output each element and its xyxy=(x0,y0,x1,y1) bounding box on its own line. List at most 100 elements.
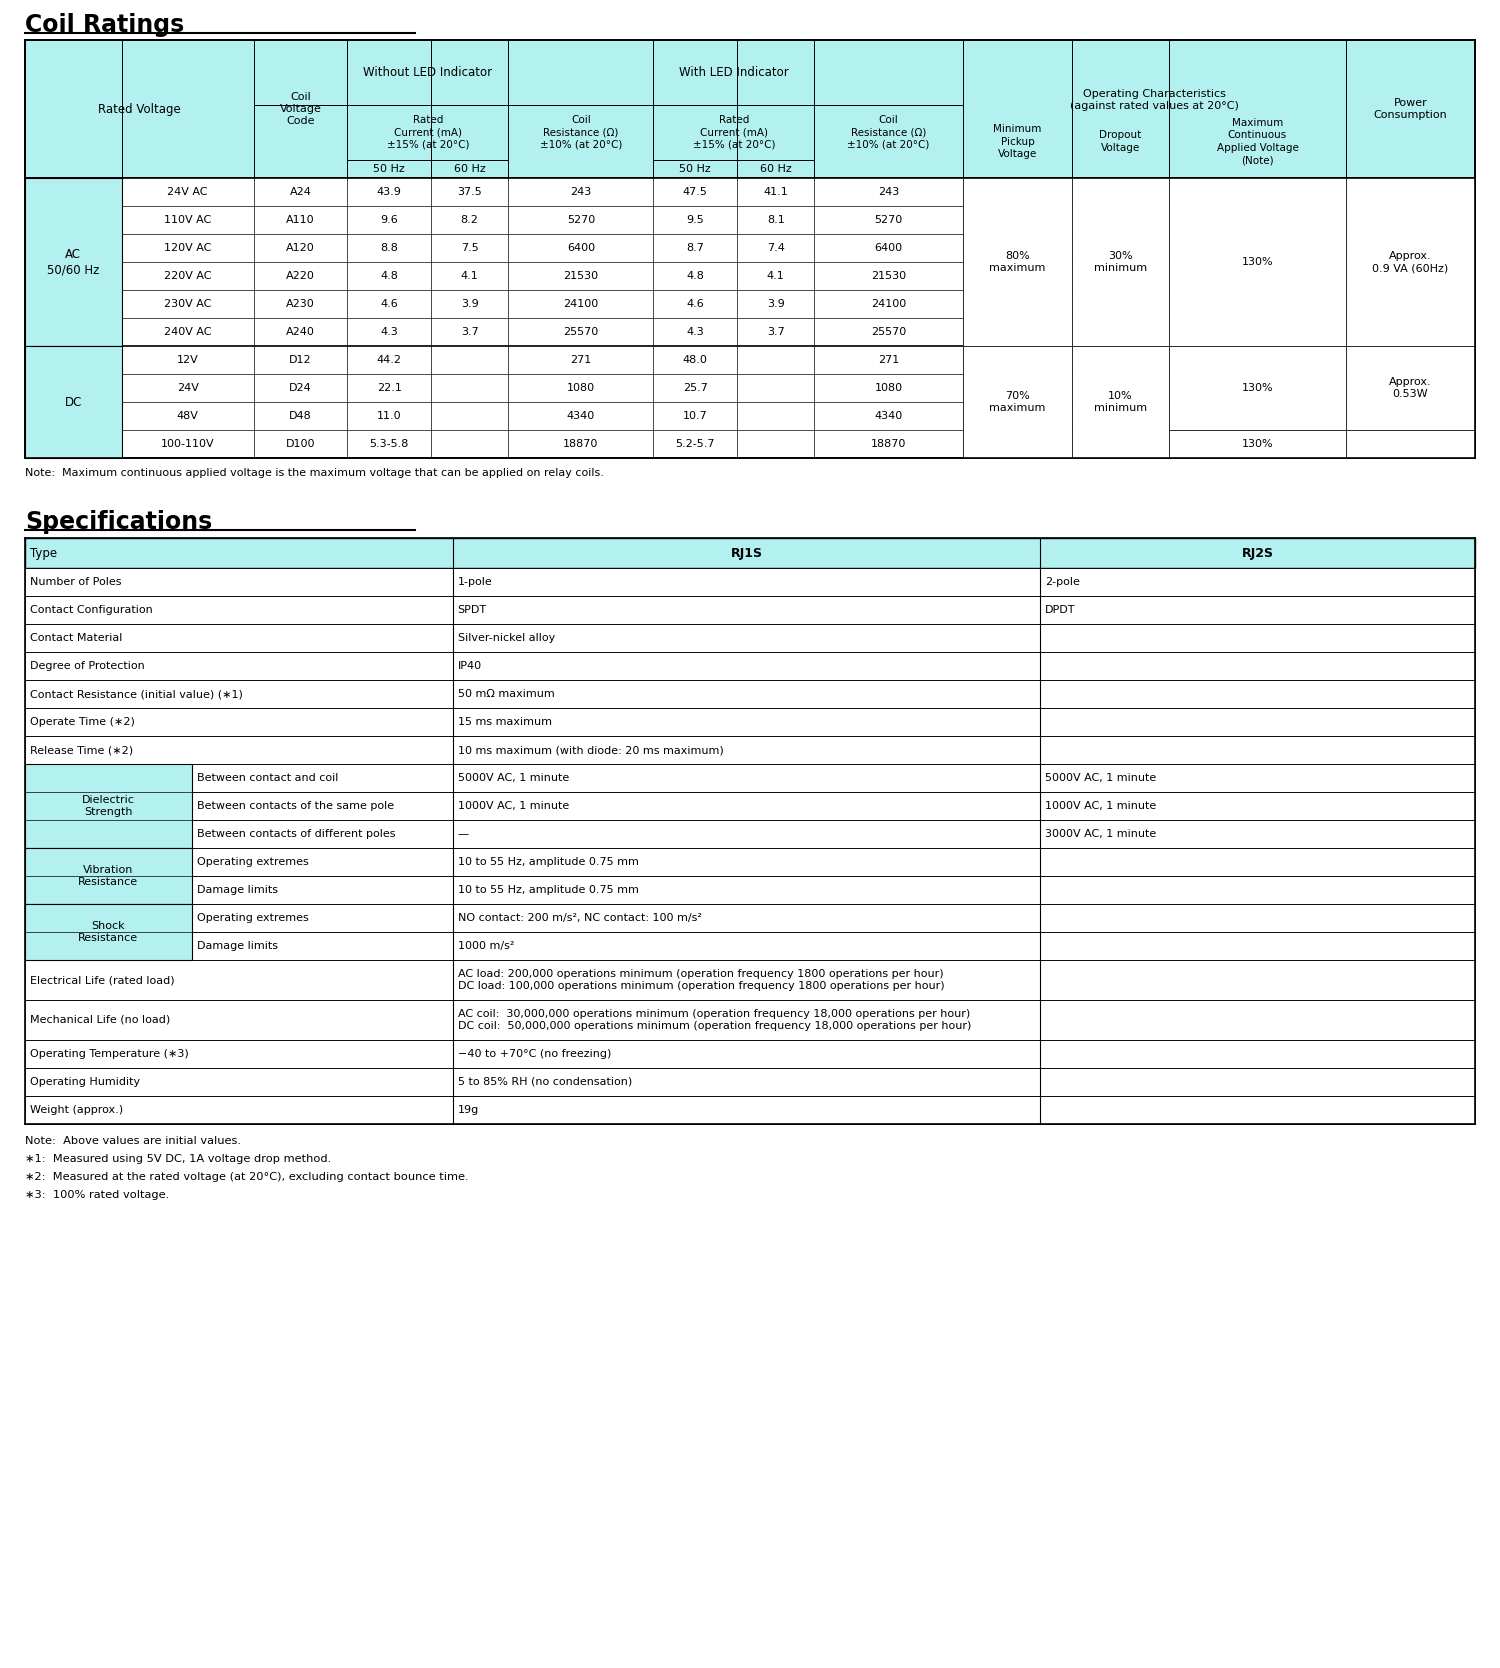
Text: 230V AC: 230V AC xyxy=(164,299,211,309)
Text: 44.2: 44.2 xyxy=(376,355,402,365)
Text: D100: D100 xyxy=(285,439,315,449)
Text: 271: 271 xyxy=(570,355,591,365)
Text: Mechanical Life (no load): Mechanical Life (no load) xyxy=(30,1016,170,1026)
Bar xyxy=(453,821,1040,847)
Text: 19g: 19g xyxy=(458,1104,478,1114)
Text: 4.8: 4.8 xyxy=(687,270,703,280)
Text: 4.1: 4.1 xyxy=(766,270,784,280)
Text: 12V: 12V xyxy=(177,355,198,365)
Text: 25.7: 25.7 xyxy=(682,384,708,394)
Text: 22.1: 22.1 xyxy=(376,384,402,394)
Text: 5000V AC, 1 minute: 5000V AC, 1 minute xyxy=(1046,772,1156,782)
Bar xyxy=(192,764,453,792)
Text: Operating extremes: Operating extremes xyxy=(196,857,309,867)
Bar xyxy=(1072,345,1168,459)
Text: 50 Hz: 50 Hz xyxy=(680,163,711,173)
Text: Dropout
Voltage: Dropout Voltage xyxy=(1100,130,1142,153)
Text: AC
50/60 Hz: AC 50/60 Hz xyxy=(46,247,99,277)
Text: 43.9: 43.9 xyxy=(376,187,402,197)
Bar xyxy=(1040,821,1474,847)
Text: 3.9: 3.9 xyxy=(460,299,478,309)
Text: 3000V AC, 1 minute: 3000V AC, 1 minute xyxy=(1046,829,1156,839)
Text: 60 Hz: 60 Hz xyxy=(454,163,486,173)
Bar xyxy=(453,681,1474,707)
Text: 1080: 1080 xyxy=(567,384,596,394)
Text: 4.6: 4.6 xyxy=(687,299,703,309)
Bar xyxy=(1168,178,1346,345)
Text: 6400: 6400 xyxy=(567,244,596,254)
Text: A120: A120 xyxy=(286,244,315,254)
Text: Contact Configuration: Contact Configuration xyxy=(30,605,153,615)
Bar xyxy=(26,961,453,1001)
Text: 18870: 18870 xyxy=(871,439,906,449)
Text: 47.5: 47.5 xyxy=(682,187,708,197)
Text: 5.3-5.8: 5.3-5.8 xyxy=(369,439,410,449)
Text: Power
Consumption: Power Consumption xyxy=(1374,98,1448,120)
Bar xyxy=(26,1096,453,1124)
Text: 9.5: 9.5 xyxy=(687,215,703,225)
Text: SPDT: SPDT xyxy=(458,605,488,615)
Text: 243: 243 xyxy=(878,187,898,197)
Bar xyxy=(192,904,453,932)
Text: 130%: 130% xyxy=(1242,439,1274,449)
Text: 18870: 18870 xyxy=(562,439,598,449)
Text: 8.7: 8.7 xyxy=(687,244,703,254)
Text: Weight (approx.): Weight (approx.) xyxy=(30,1104,123,1114)
Text: AC coil:  30,000,000 operations minimum (operation frequency 18,000 operations p: AC coil: 30,000,000 operations minimum (… xyxy=(458,1009,970,1031)
Bar xyxy=(26,707,453,736)
Text: A230: A230 xyxy=(286,299,315,309)
Text: Between contacts of different poles: Between contacts of different poles xyxy=(196,829,396,839)
Text: 48.0: 48.0 xyxy=(682,355,708,365)
Text: Operating Humidity: Operating Humidity xyxy=(30,1078,140,1088)
Text: Coil
Voltage
Code: Coil Voltage Code xyxy=(279,92,321,127)
Text: 3.7: 3.7 xyxy=(460,327,478,337)
Text: 100-110V: 100-110V xyxy=(160,439,214,449)
Bar xyxy=(1040,569,1474,595)
Text: Operate Time (∗2): Operate Time (∗2) xyxy=(30,717,135,727)
Text: Minimum
Pickup
Voltage: Minimum Pickup Voltage xyxy=(993,123,1041,158)
Bar xyxy=(453,569,1040,595)
Text: Approx.
0.53W: Approx. 0.53W xyxy=(1389,377,1432,399)
Text: A240: A240 xyxy=(286,327,315,337)
Bar xyxy=(453,764,1040,792)
Bar xyxy=(26,681,453,707)
Text: DPDT: DPDT xyxy=(1046,605,1076,615)
Bar xyxy=(453,961,1474,1001)
Bar xyxy=(963,178,1072,345)
Text: 243: 243 xyxy=(570,187,591,197)
Text: Between contact and coil: Between contact and coil xyxy=(196,772,338,782)
Text: 1-pole: 1-pole xyxy=(458,577,492,587)
Text: 11.0: 11.0 xyxy=(376,410,402,420)
Text: AC load: 200,000 operations minimum (operation frequency 1800 operations per hou: AC load: 200,000 operations minimum (ope… xyxy=(458,969,945,991)
Text: 110V AC: 110V AC xyxy=(164,215,211,225)
Text: 21530: 21530 xyxy=(564,270,598,280)
Bar xyxy=(963,345,1072,459)
Text: 4.1: 4.1 xyxy=(460,270,478,280)
Text: 10 ms maximum (with diode: 20 ms maximum): 10 ms maximum (with diode: 20 ms maximum… xyxy=(458,746,723,756)
Bar xyxy=(453,904,1474,932)
Text: Shock
Resistance: Shock Resistance xyxy=(78,921,138,942)
Text: Dielectric
Strength: Dielectric Strength xyxy=(82,794,135,817)
Text: NO contact: 200 m/s², NC contact: 100 m/s²: NO contact: 200 m/s², NC contact: 100 m/… xyxy=(458,912,702,922)
Bar xyxy=(1040,595,1474,624)
Text: Between contacts of the same pole: Between contacts of the same pole xyxy=(196,801,394,811)
Text: 24V AC: 24V AC xyxy=(168,187,208,197)
Text: 7.4: 7.4 xyxy=(766,244,784,254)
Text: 9.6: 9.6 xyxy=(380,215,398,225)
Bar xyxy=(453,876,1474,904)
Text: IP40: IP40 xyxy=(458,661,482,671)
Text: 50 Hz: 50 Hz xyxy=(374,163,405,173)
Bar xyxy=(192,932,453,961)
Text: 3.9: 3.9 xyxy=(766,299,784,309)
Text: 4340: 4340 xyxy=(874,410,903,420)
Text: Contact Resistance (initial value) (∗1): Contact Resistance (initial value) (∗1) xyxy=(30,689,243,699)
Text: Coil Ratings: Coil Ratings xyxy=(26,13,184,37)
Text: 24V: 24V xyxy=(177,384,198,394)
Text: 41.1: 41.1 xyxy=(764,187,788,197)
Bar xyxy=(26,1041,453,1068)
Text: RJ1S: RJ1S xyxy=(730,547,762,559)
Text: Operating extremes: Operating extremes xyxy=(196,912,309,922)
Bar xyxy=(192,821,453,847)
Text: Damage limits: Damage limits xyxy=(196,886,278,896)
Text: Contact Material: Contact Material xyxy=(30,632,123,642)
